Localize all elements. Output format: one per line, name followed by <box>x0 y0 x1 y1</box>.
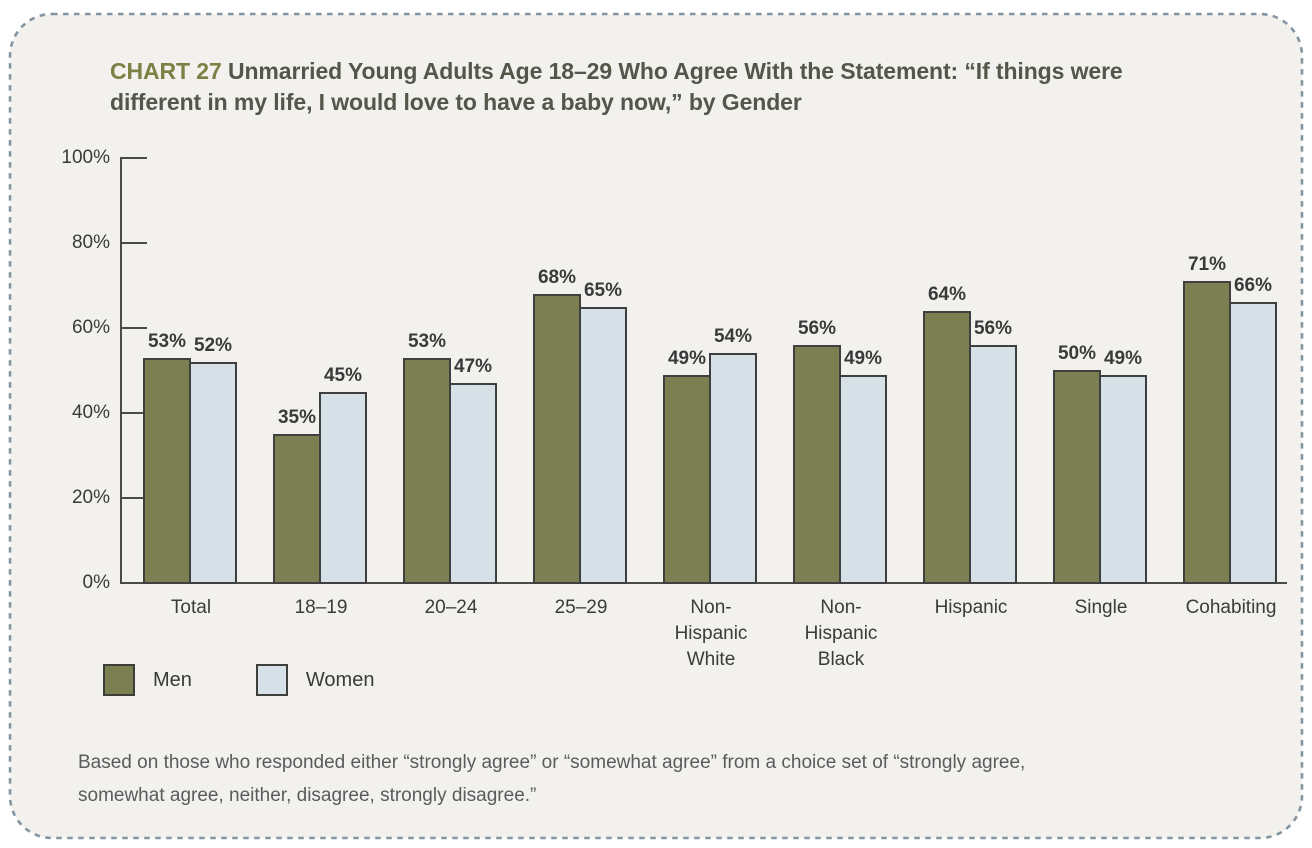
bar-men <box>403 358 451 584</box>
bar-value-label: 71% <box>1187 254 1227 275</box>
category-label: Non-Hispanic White <box>674 597 748 670</box>
bar-value-label: 53% <box>147 331 187 352</box>
y-axis-tick <box>120 242 147 244</box>
bar-value-label: 49% <box>843 348 883 369</box>
bar-value-label: 68% <box>537 267 577 288</box>
legend-item-men: Men <box>103 664 192 696</box>
bar-women <box>709 353 757 584</box>
bar-women <box>969 345 1017 584</box>
bar-men <box>793 345 841 584</box>
bar-value-label: 54% <box>713 326 753 347</box>
category-label: 20–24 <box>424 597 478 618</box>
legend: Men Women <box>103 664 374 696</box>
bar-women <box>1099 375 1147 584</box>
bar-women <box>579 307 627 584</box>
category-label: Non-Hispanic Black <box>804 597 878 670</box>
bar-value-label: 52% <box>193 335 233 356</box>
y-axis-tick <box>120 497 147 499</box>
y-axis-tick <box>120 157 147 159</box>
bar-value-label: 50% <box>1057 343 1097 364</box>
legend-label-women: Women <box>305 668 375 691</box>
bar-women <box>839 375 887 584</box>
y-axis-label: 60% <box>71 317 110 338</box>
footnote: Based on those who responded either “str… <box>78 752 1026 806</box>
y-axis-label: 40% <box>71 402 110 423</box>
bar-value-label: 49% <box>667 348 707 369</box>
bar-value-label: 66% <box>1233 275 1273 296</box>
bar-value-label: 35% <box>277 407 317 428</box>
bar-value-label: 49% <box>1103 348 1143 369</box>
bar-women <box>1229 302 1277 584</box>
bar-men <box>533 294 581 584</box>
chart-number-label: CHART 27 <box>110 58 222 84</box>
bar-value-label: 65% <box>583 280 623 301</box>
category-label: 25–29 <box>554 597 608 618</box>
bar-men <box>1183 281 1231 584</box>
y-axis-label: 100% <box>61 147 110 168</box>
bar-men <box>143 358 191 584</box>
bar-value-label: 56% <box>797 318 837 339</box>
women-swatch-icon <box>255 664 288 696</box>
bar-men <box>1053 370 1101 584</box>
bar-women <box>449 383 497 584</box>
y-axis-label: 0% <box>82 572 110 593</box>
y-axis-label: 80% <box>71 232 110 253</box>
bar-value-label: 53% <box>407 331 447 352</box>
category-label: 18–19 <box>294 597 348 618</box>
category-label: Single <box>1074 597 1128 618</box>
legend-label-men: Men <box>153 668 192 691</box>
category-label: Hispanic <box>934 597 1008 618</box>
bar-value-label: 47% <box>453 356 493 377</box>
category-label: Total <box>170 597 212 618</box>
bar-men <box>273 434 321 584</box>
y-axis-tick <box>120 327 147 329</box>
bar-women <box>319 392 367 584</box>
bar-value-label: 64% <box>927 284 967 305</box>
bar-women <box>189 362 237 584</box>
y-axis-line <box>120 157 122 584</box>
y-axis-tick <box>120 412 147 414</box>
y-axis-label: 20% <box>71 487 110 508</box>
bar-men <box>663 375 711 584</box>
chart-title-text: Unmarried Young Adults Age 18–29 Who Agr… <box>110 58 1123 115</box>
category-label: Cohabiting <box>1185 597 1277 618</box>
men-swatch-icon <box>103 664 135 696</box>
bar-value-label: 45% <box>323 365 363 386</box>
legend-item-women: Women <box>255 664 375 696</box>
bar-men <box>923 311 971 584</box>
bar-value-label: 56% <box>973 318 1013 339</box>
chart-title: CHART 27 Unmarried Young Adults Age 18–2… <box>110 56 1185 118</box>
